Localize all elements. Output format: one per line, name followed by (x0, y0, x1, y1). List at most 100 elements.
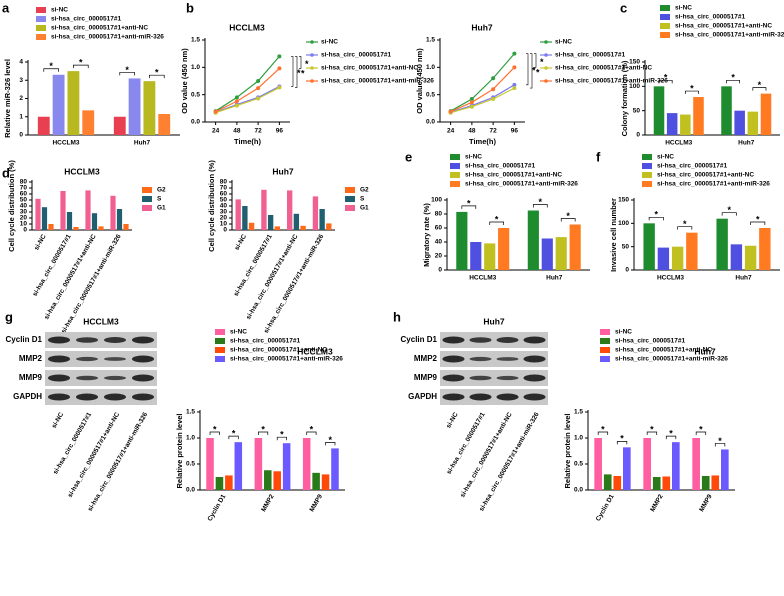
significance-bracket (648, 216, 664, 221)
y-tick-label: 60 (20, 191, 28, 198)
bar (312, 472, 320, 490)
significance-bracket (43, 68, 59, 72)
bar (734, 110, 745, 135)
chart-title: HCCLM3 (64, 166, 100, 176)
y-tick-label: 0.5 (426, 91, 435, 98)
legend-label: si-NC (51, 7, 68, 14)
y-tick-label: 0.5 (191, 91, 200, 98)
blot-band (442, 374, 465, 382)
panel-letter: h (393, 309, 401, 324)
legend-swatch (642, 181, 652, 187)
legend-swatch (142, 205, 152, 211)
bar (760, 93, 772, 135)
chart-title: Huh7 (471, 22, 493, 32)
blot-band (496, 357, 519, 361)
legend-label: si-hsa_circ_0000517#1 (657, 163, 728, 170)
y-tick-label: 50 (633, 107, 641, 114)
legend-label: si-hsa_circ_0000517#1 (555, 52, 626, 59)
bar (273, 471, 281, 490)
blot-band (132, 393, 154, 401)
x-tick-label: Huh7 (735, 275, 752, 282)
point (491, 87, 496, 92)
blot-band (469, 356, 492, 362)
x-axis-title: Time(h) (469, 137, 496, 146)
bar (116, 209, 123, 230)
bar (267, 215, 274, 230)
legend-label: si-hsa_circ_0000517#1+anti-miR-326 (465, 181, 578, 188)
blot-band (76, 375, 98, 381)
y-axis-title: OD value (450 nm) (415, 48, 424, 114)
bar (82, 110, 95, 135)
bar (484, 243, 496, 270)
blot-band (104, 393, 126, 401)
blot-band (76, 393, 98, 401)
line (215, 85, 280, 113)
point (469, 104, 474, 109)
significance-bracket (646, 431, 658, 435)
bar (206, 438, 214, 490)
y-tick-label: 60 (435, 225, 443, 232)
legend-swatch (600, 356, 610, 362)
significance-star: * (540, 57, 544, 67)
significance-star: * (495, 214, 499, 224)
panel-letter: a (2, 0, 10, 15)
blot-band (442, 355, 465, 363)
significance-bracket (726, 79, 741, 84)
blot-band (104, 375, 126, 381)
bar (721, 86, 732, 135)
significance-star: * (213, 424, 217, 434)
blot-strip (45, 351, 157, 367)
line (450, 84, 515, 113)
significance-bracket (258, 431, 269, 435)
bar (730, 244, 743, 270)
significance-bracket (721, 212, 737, 216)
significance-star: * (620, 434, 624, 444)
legend-label: si-hsa_circ_0000517#1+anti-miR-326 (51, 34, 164, 41)
legend-label: G2 (360, 187, 369, 194)
y-tick-label: 70 (20, 185, 28, 192)
blot-strip (440, 351, 548, 367)
bar (274, 226, 280, 230)
x-tick-label: si-NC (33, 233, 48, 251)
significance-star: * (310, 424, 314, 434)
x-tick-label: 48 (233, 128, 241, 135)
blot-strip (440, 370, 548, 386)
point (512, 51, 517, 56)
significance-bracket (295, 56, 298, 88)
legend-swatch (642, 163, 652, 169)
significance-bracket (616, 441, 628, 445)
bar (555, 237, 567, 270)
y-tick-label: 150 (618, 197, 629, 204)
significance-star: * (280, 430, 284, 440)
bar (35, 198, 41, 230)
panel-letter: g (5, 309, 13, 324)
y-tick-label: 100 (618, 220, 629, 227)
bar (300, 225, 306, 230)
chart-title: Huh7 (694, 346, 716, 356)
bar (234, 442, 243, 490)
point (491, 97, 496, 102)
blot-row-label: MMP2 (414, 354, 438, 363)
x-tick-label: si-hsa_circ_0000517#1+anti-NC (43, 233, 98, 321)
legend-swatch (36, 7, 46, 13)
significance-star: * (601, 424, 605, 434)
bar (261, 189, 267, 230)
y-tick-label: 50 (20, 197, 28, 204)
legend-label: G1 (157, 205, 166, 212)
significance-bracket (665, 435, 677, 440)
y-axis-title: Cell cycle distribution (%) (207, 160, 216, 252)
y-tick-label: 0.0 (574, 487, 583, 494)
legend-swatch (36, 34, 46, 40)
blot-lane-label: si-hsa_circ_0000517#1+anti-NC (67, 411, 122, 499)
x-tick-label: HCCLM3 (665, 140, 692, 147)
significance-bracket (306, 431, 317, 435)
significance-bracket (228, 435, 239, 440)
blot-lane-label: si-NC (51, 411, 66, 429)
bar (623, 447, 631, 490)
bar (527, 210, 539, 270)
blot-band (496, 393, 519, 401)
bar (662, 476, 671, 490)
blot-band (132, 374, 154, 382)
